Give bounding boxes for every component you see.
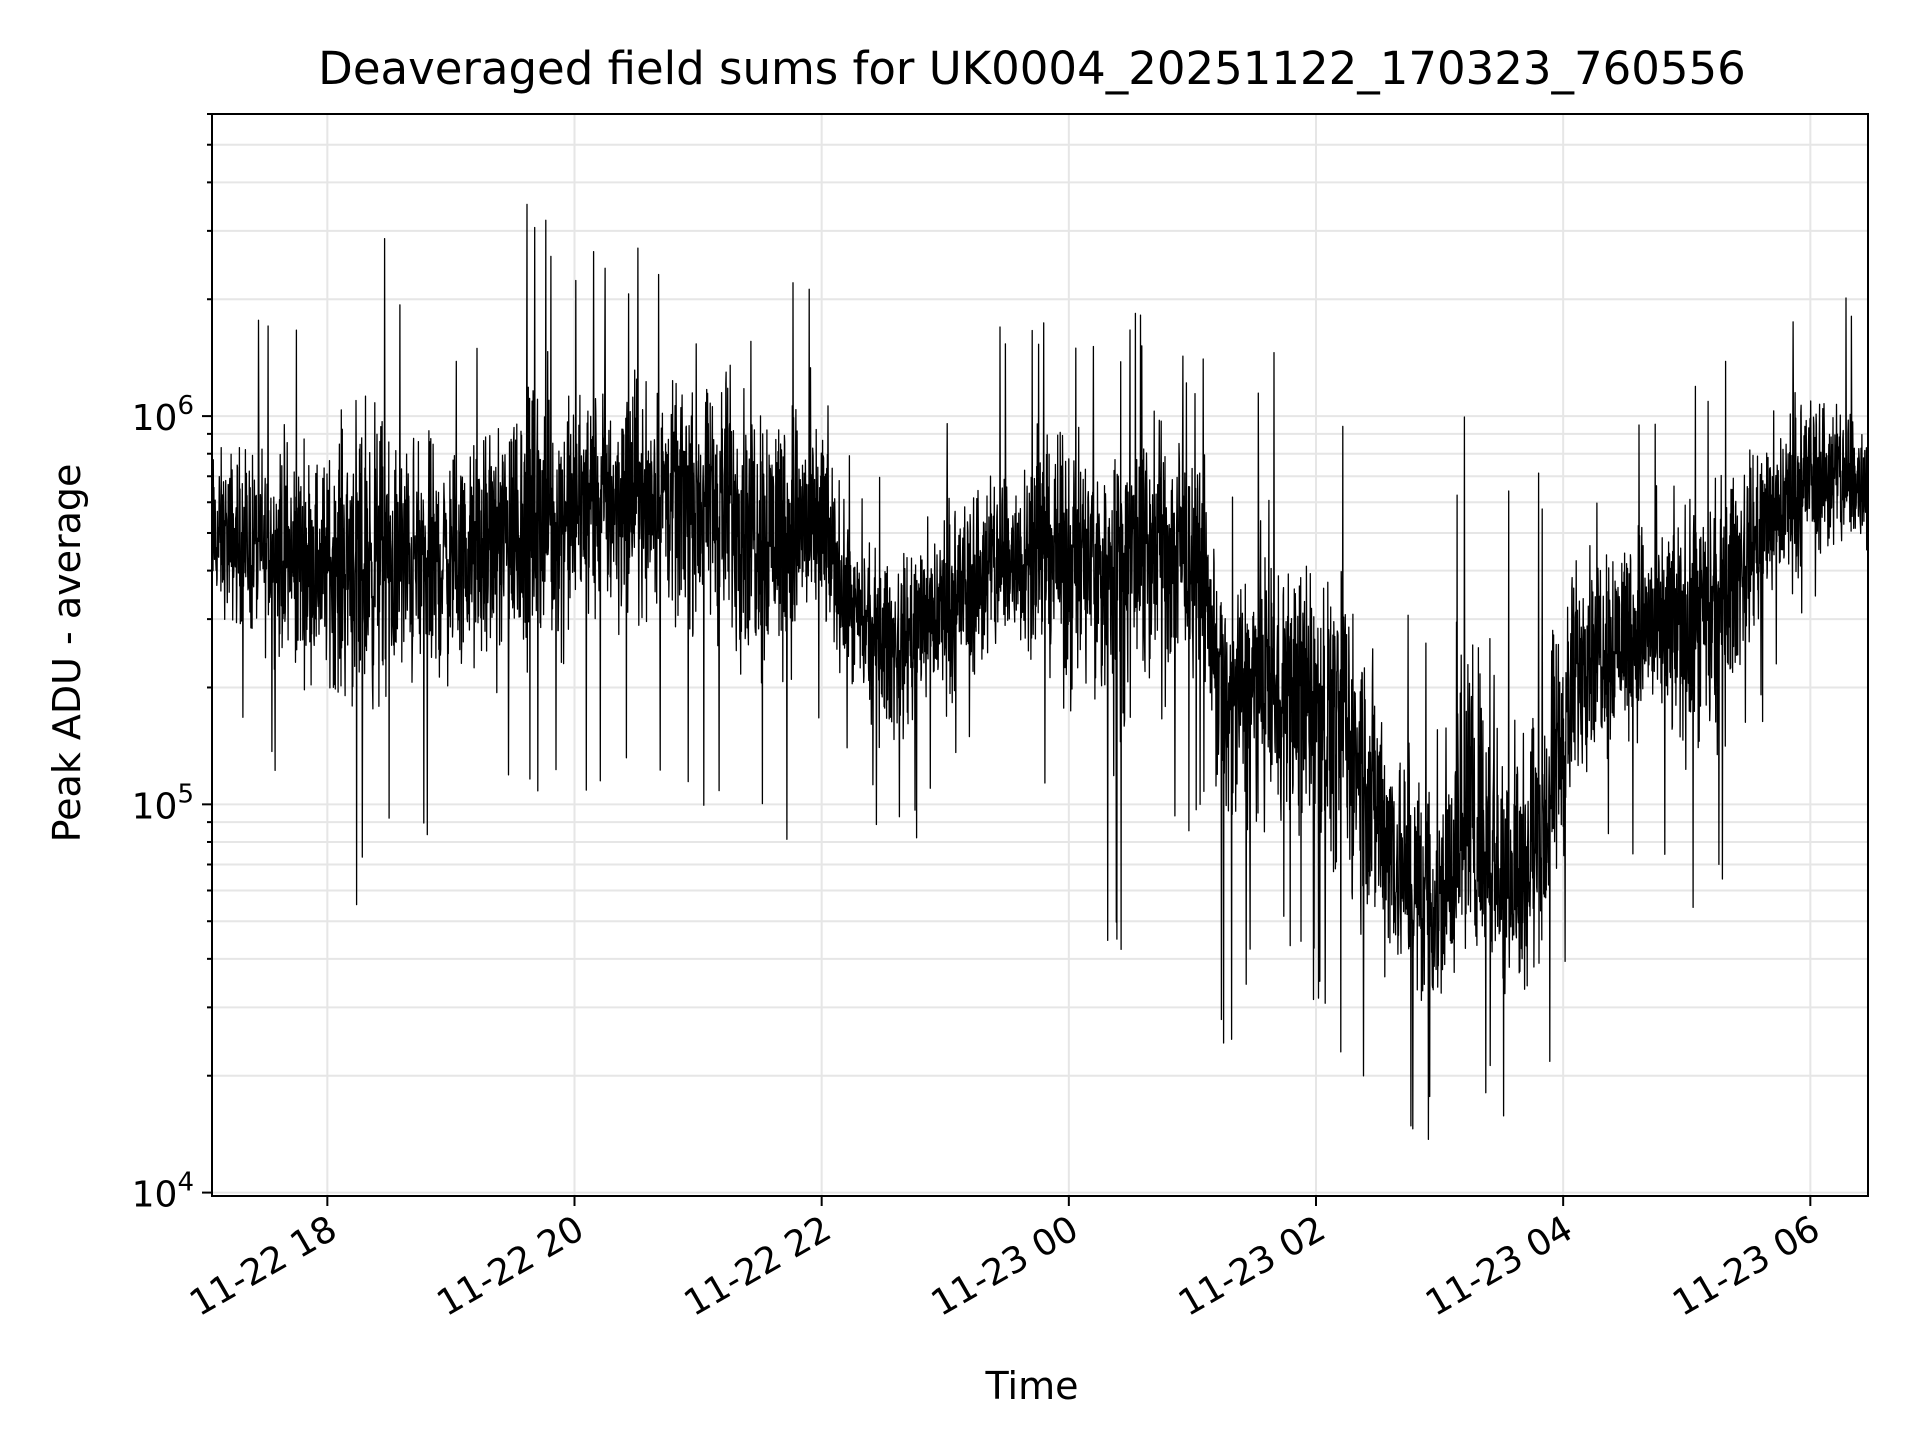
- chart-title: Deaveraged field sums for UK0004_2025112…: [318, 42, 1746, 95]
- series-line: [211, 203, 1869, 1141]
- plot-frame: [211, 113, 1869, 1197]
- y-axis-label: Peak ADU - average: [45, 464, 89, 843]
- series-layer: [211, 203, 1869, 1141]
- y-tick-label: 104: [132, 1168, 194, 1216]
- y-tick-label: 106: [132, 391, 194, 439]
- y-tick-label: 105: [132, 779, 194, 827]
- x-axis-label: Time: [985, 1364, 1079, 1408]
